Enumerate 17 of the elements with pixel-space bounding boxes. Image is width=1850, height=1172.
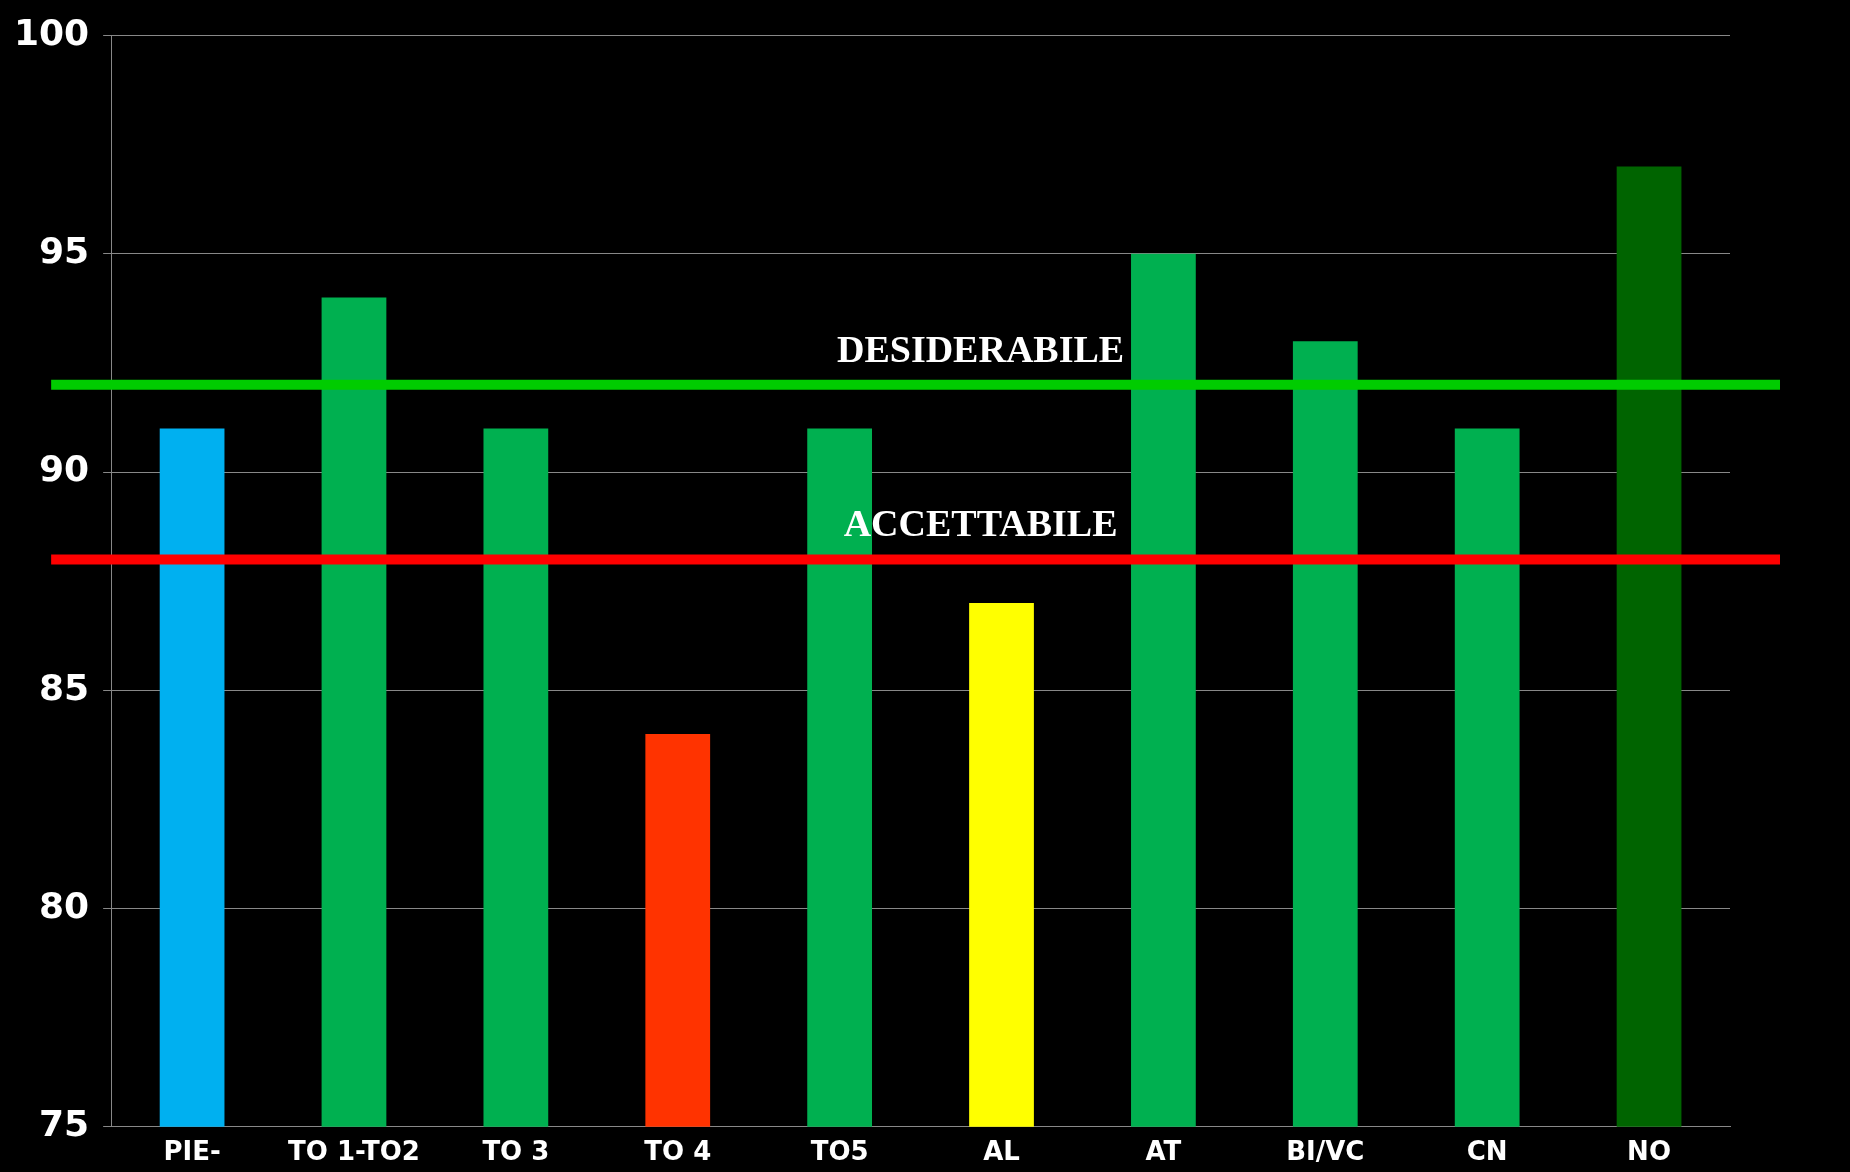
x-tick-label: NO — [1627, 1136, 1671, 1167]
x-tick-label: PIE- — [163, 1136, 221, 1167]
ref-line-label: DESIDERABILE — [836, 327, 1125, 370]
y-tick-label: 95 — [39, 230, 90, 272]
x-tick-label: AL — [983, 1136, 1020, 1167]
y-tick-label: 90 — [39, 448, 90, 490]
x-tick-label: TO 3 — [482, 1136, 550, 1167]
y-tick-label: 85 — [39, 666, 90, 708]
y-tick-label: 75 — [39, 1103, 90, 1145]
y-tick-label: 80 — [39, 884, 90, 926]
x-tick-label: AT — [1145, 1136, 1182, 1167]
x-tick-label: BI/VC — [1286, 1136, 1365, 1167]
x-tick-label: CN — [1466, 1136, 1508, 1167]
y-tick-label: 100 — [13, 11, 90, 53]
x-tick-label: TO 4 — [644, 1136, 712, 1167]
x-tick-label: TO5 — [810, 1136, 869, 1167]
x-tick-label: TO 1-TO2 — [288, 1136, 420, 1167]
